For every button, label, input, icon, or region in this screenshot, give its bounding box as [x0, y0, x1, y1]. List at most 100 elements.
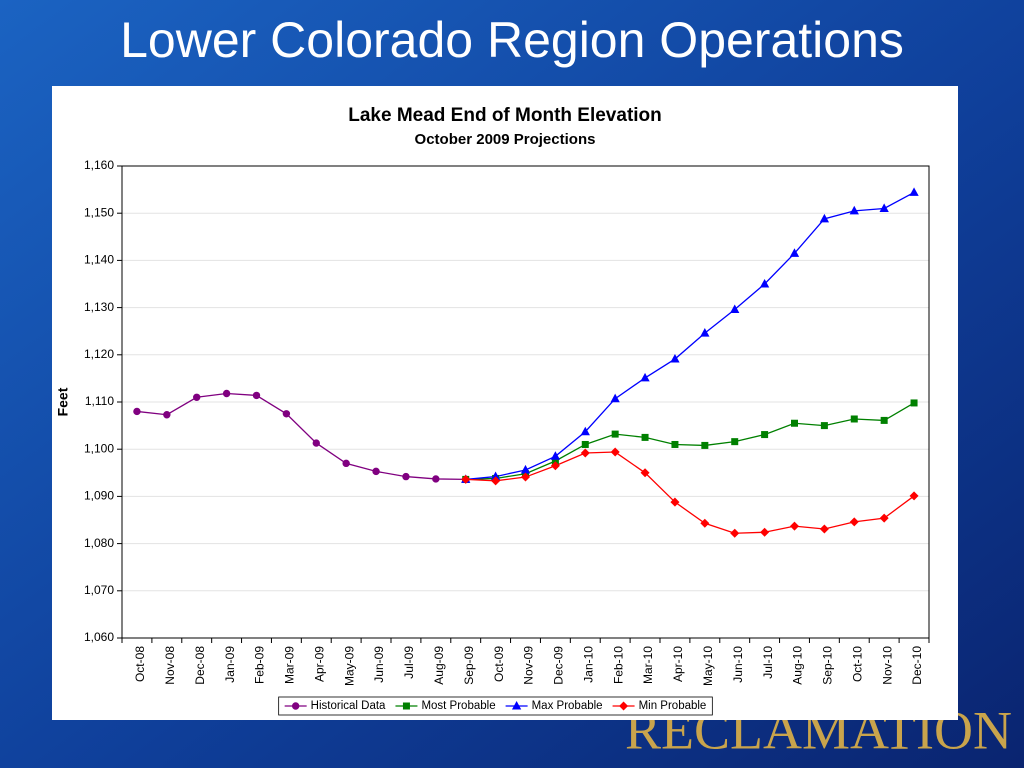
marker	[909, 491, 919, 501]
marker	[820, 422, 828, 430]
series-line	[136, 392, 466, 481]
marker	[760, 527, 770, 537]
x-tick-label: Nov-08	[163, 646, 177, 685]
y-tick-label: 1,110	[85, 394, 114, 408]
x-tick-label: Dec-08	[193, 646, 207, 685]
marker	[731, 438, 739, 446]
y-tick-label: 1,120	[84, 347, 114, 361]
marker	[791, 419, 798, 427]
y-tick-label: 1,100	[84, 441, 114, 455]
marker	[789, 521, 800, 531]
marker	[461, 474, 471, 484]
x-tick-label: Nov-10	[880, 646, 894, 685]
marker	[193, 393, 201, 401]
x-tick-label: Aug-10	[791, 646, 805, 685]
marker	[581, 440, 589, 448]
legend-item: Max Probable	[505, 700, 603, 712]
marker	[849, 517, 859, 527]
plot-border	[121, 165, 930, 639]
marker	[879, 513, 889, 523]
marker	[133, 407, 141, 416]
x-tick-label: Feb-09	[253, 646, 267, 684]
x-tick-label: Jan-09	[223, 646, 237, 683]
chart-subtitle: October 2009 Projections	[415, 131, 596, 148]
y-tick-label: 1,060	[84, 630, 114, 644]
marker	[611, 430, 619, 438]
x-tick-label: Oct-09	[492, 646, 506, 682]
marker	[730, 528, 740, 538]
legend-label: Historical Data	[311, 700, 386, 712]
series-line	[465, 451, 915, 534]
series-line	[465, 402, 915, 481]
marker	[491, 476, 501, 486]
y-tick-label: 1,070	[84, 583, 114, 597]
marker	[670, 497, 680, 507]
marker	[402, 472, 410, 481]
marker	[819, 524, 829, 534]
marker	[580, 448, 590, 458]
marker	[789, 248, 800, 257]
x-tick-label: Oct-08	[133, 646, 147, 682]
marker	[761, 431, 769, 439]
marker	[850, 415, 858, 423]
x-tick-label: May-09	[342, 646, 356, 686]
slide-title: Lower Colorado Region Operations	[120, 12, 904, 68]
x-tick-label: Dec-09	[552, 646, 566, 685]
x-tick-label: Sep-09	[462, 646, 476, 685]
marker	[610, 447, 620, 457]
chart: Lake Mead End of Month Elevation October…	[55, 105, 930, 716]
x-tick-label: Aug-09	[432, 646, 446, 685]
marker	[372, 467, 380, 476]
marker	[849, 205, 859, 215]
marker	[163, 411, 171, 419]
chart-title: Lake Mead End of Month Elevation	[348, 105, 662, 126]
legend-item: Min Probable	[612, 700, 706, 712]
y-tick-label: 1,090	[84, 489, 114, 503]
x-tick-label: Jun-10	[731, 646, 745, 683]
x-tick-label: Mar-09	[283, 646, 297, 684]
marker	[610, 393, 620, 403]
legend-label: Max Probable	[532, 700, 603, 712]
y-tick-label: 1,150	[84, 205, 114, 219]
marker	[580, 426, 590, 436]
x-tick-label: Mar-10	[641, 646, 655, 684]
marker	[700, 518, 710, 528]
legend-marker	[291, 702, 300, 710]
marker	[222, 389, 231, 398]
marker	[819, 213, 830, 223]
series-line	[465, 191, 915, 481]
marker	[640, 468, 650, 478]
y-tick-label: 1,080	[84, 536, 114, 550]
x-tick-label: Jun-09	[372, 646, 386, 683]
marker	[700, 328, 710, 337]
legend-marker	[619, 701, 629, 711]
legend-label: Most Probable	[421, 700, 495, 712]
marker	[910, 399, 918, 407]
marker	[701, 441, 709, 449]
marker	[312, 439, 320, 447]
marker	[641, 433, 649, 441]
marker	[520, 472, 531, 482]
x-tick-label: Jul-10	[761, 646, 775, 679]
marker	[432, 475, 440, 483]
marker	[670, 353, 680, 363]
x-tick-label: Nov-09	[522, 646, 536, 685]
marker	[759, 278, 770, 288]
x-tick-label: Dec-10	[910, 646, 924, 685]
y-tick-label: 1,160	[84, 158, 114, 172]
x-tick-label: Jul-09	[402, 646, 416, 679]
legend-marker	[402, 702, 410, 710]
legend: Historical Data Most Probable Max Probable…	[284, 700, 706, 712]
marker	[282, 410, 291, 418]
y-tick-label: 1,140	[84, 253, 114, 267]
marker	[671, 440, 679, 448]
marker	[880, 416, 888, 424]
legend-item: Historical Data	[284, 700, 386, 712]
legend-marker	[511, 700, 522, 710]
x-tick-label: May-10	[701, 646, 715, 686]
marker	[909, 187, 919, 196]
marker	[252, 391, 261, 400]
marker	[879, 203, 889, 212]
y-tick-label: 1,130	[84, 300, 114, 314]
